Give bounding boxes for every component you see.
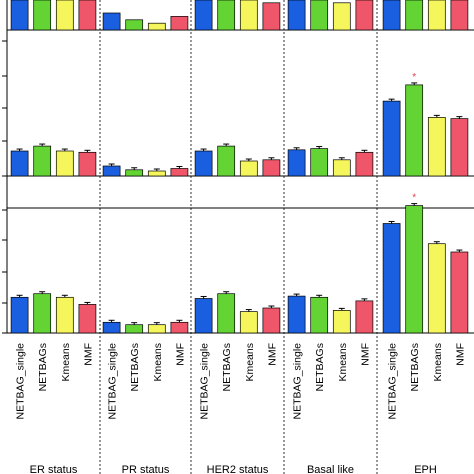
bar-p3-3-Kmeans bbox=[332, 310, 351, 334]
bar-p1-4-NETBAGs bbox=[405, 0, 424, 31]
bar-p2-2-Kmeans bbox=[239, 160, 258, 177]
method-label-3-Kmeans: Kmeans bbox=[337, 343, 349, 382]
method-label-3-NMF: NMF bbox=[359, 343, 371, 366]
bar-p3-0-NETBAGs bbox=[33, 293, 52, 334]
bar-p1-2-NETBAG_single bbox=[194, 0, 213, 31]
group-label-0: ER status bbox=[30, 464, 78, 474]
method-label-2-NETBAGs: NETBAGs bbox=[221, 343, 233, 391]
bar-p3-1-NETBAGs bbox=[125, 324, 144, 334]
group-label-3: Basal like bbox=[307, 464, 354, 474]
bar-p3-4-Kmeans bbox=[427, 243, 446, 334]
bar-p1-0-Kmeans bbox=[55, 0, 74, 31]
bar-p1-4-Kmeans bbox=[427, 0, 446, 31]
method-label-0-Kmeans: Kmeans bbox=[60, 343, 72, 382]
group-label-1: PR status bbox=[122, 464, 170, 474]
bar-p2-3-NMF bbox=[355, 151, 374, 177]
method-label-4-NMF: NMF bbox=[454, 343, 466, 366]
bar-p1-1-NMF bbox=[170, 16, 189, 31]
bar-p1-4-NMF bbox=[450, 0, 469, 31]
bar-p2-1-NETBAG_single bbox=[102, 165, 121, 177]
bar-p1-2-NMF bbox=[262, 2, 281, 31]
bar-p3-4-NETBAG_single bbox=[382, 223, 401, 334]
method-label-4-NETBAG_single: NETBAG_single bbox=[387, 343, 399, 420]
bar-p1-2-NETBAGs bbox=[217, 0, 236, 31]
bar-p1-3-NETBAGs bbox=[310, 0, 329, 31]
method-label-4-NETBAGs: NETBAGs bbox=[409, 343, 421, 391]
bar-p1-4-NETBAG_single bbox=[382, 0, 401, 31]
method-label-0-NETBAGs: NETBAGs bbox=[37, 343, 49, 391]
bar-p2-4-NMF bbox=[450, 118, 469, 177]
bar-p2-4-NETBAG_single bbox=[382, 100, 401, 177]
bar-p2-1-Kmeans bbox=[147, 170, 166, 177]
significance-star-p3: * bbox=[412, 193, 416, 204]
method-label-3-NETBAGs: NETBAGs bbox=[314, 343, 326, 391]
bar-p2-0-Kmeans bbox=[55, 150, 74, 177]
bar-p1-1-NETBAGs bbox=[125, 19, 144, 31]
method-label-0-NMF: NMF bbox=[82, 343, 94, 366]
method-label-1-Kmeans: Kmeans bbox=[152, 343, 164, 382]
method-label-3-NETBAG_single: NETBAG_single bbox=[292, 343, 304, 420]
bar-p3-2-NMF bbox=[262, 307, 281, 334]
bar-p2-2-NETBAG_single bbox=[194, 150, 213, 177]
bar-p3-1-NMF bbox=[170, 321, 189, 334]
bar-p2-0-NETBAGs bbox=[33, 145, 52, 177]
method-label-1-NETBAG_single: NETBAG_single bbox=[107, 343, 119, 420]
method-label-2-Kmeans: Kmeans bbox=[244, 343, 256, 382]
bar-p2-1-NETBAGs bbox=[125, 169, 144, 177]
bar-p1-0-NETBAG_single bbox=[10, 0, 29, 31]
bar-p2-4-NETBAGs bbox=[405, 84, 424, 177]
method-label-0-NETBAG_single: NETBAG_single bbox=[15, 343, 27, 420]
bar-p3-1-Kmeans bbox=[147, 324, 166, 334]
method-label-4-Kmeans: Kmeans bbox=[432, 343, 444, 382]
method-label-2-NMF: NMF bbox=[266, 343, 278, 366]
bar-p2-0-NETBAG_single bbox=[10, 150, 29, 177]
bar-p1-0-NMF bbox=[78, 0, 97, 31]
bar-p3-4-NETBAGs bbox=[405, 205, 424, 334]
group-label-2: HER2 status bbox=[207, 464, 269, 474]
method-label-1-NETBAGs: NETBAGs bbox=[129, 343, 141, 391]
bar-p1-0-NETBAGs bbox=[33, 0, 52, 31]
bar-p2-3-NETBAGs bbox=[310, 148, 329, 177]
bar-p1-1-NETBAG_single bbox=[102, 12, 121, 31]
bar-p2-0-NMF bbox=[78, 151, 97, 177]
method-label-1-NMF: NMF bbox=[174, 343, 186, 366]
bar-p1-3-NETBAG_single bbox=[287, 0, 306, 31]
significance-star-p2: * bbox=[412, 72, 416, 83]
group-label-4: EPH bbox=[414, 464, 437, 474]
bar-p3-3-NETBAGs bbox=[310, 296, 329, 334]
bar-p3-0-NMF bbox=[78, 304, 97, 334]
bar-p2-2-NMF bbox=[262, 159, 281, 177]
method-label-2-NETBAG_single: NETBAG_single bbox=[199, 343, 211, 420]
bar-p3-2-Kmeans bbox=[239, 311, 258, 334]
bar-p3-3-NMF bbox=[355, 300, 374, 334]
bar-p3-1-NETBAG_single bbox=[102, 321, 121, 334]
bar-p2-3-NETBAG_single bbox=[287, 149, 306, 177]
bar-p3-2-NETBAGs bbox=[217, 293, 236, 334]
bar-p1-3-Kmeans bbox=[332, 2, 351, 31]
bar-p3-4-NMF bbox=[450, 251, 469, 334]
bar-p3-0-NETBAG_single bbox=[10, 296, 29, 334]
bar-p2-4-Kmeans bbox=[427, 117, 446, 177]
bar-p3-3-NETBAG_single bbox=[287, 295, 306, 334]
bar-p1-2-Kmeans bbox=[239, 0, 258, 31]
bar-p2-1-NMF bbox=[170, 168, 189, 177]
bar-p3-2-NETBAG_single bbox=[194, 298, 213, 334]
bar-p1-1-Kmeans bbox=[147, 22, 166, 31]
bar-p1-3-NMF bbox=[355, 0, 374, 31]
bar-p2-2-NETBAGs bbox=[217, 145, 236, 177]
bar-p3-0-Kmeans bbox=[55, 296, 74, 334]
bar-p2-3-Kmeans bbox=[332, 159, 351, 177]
